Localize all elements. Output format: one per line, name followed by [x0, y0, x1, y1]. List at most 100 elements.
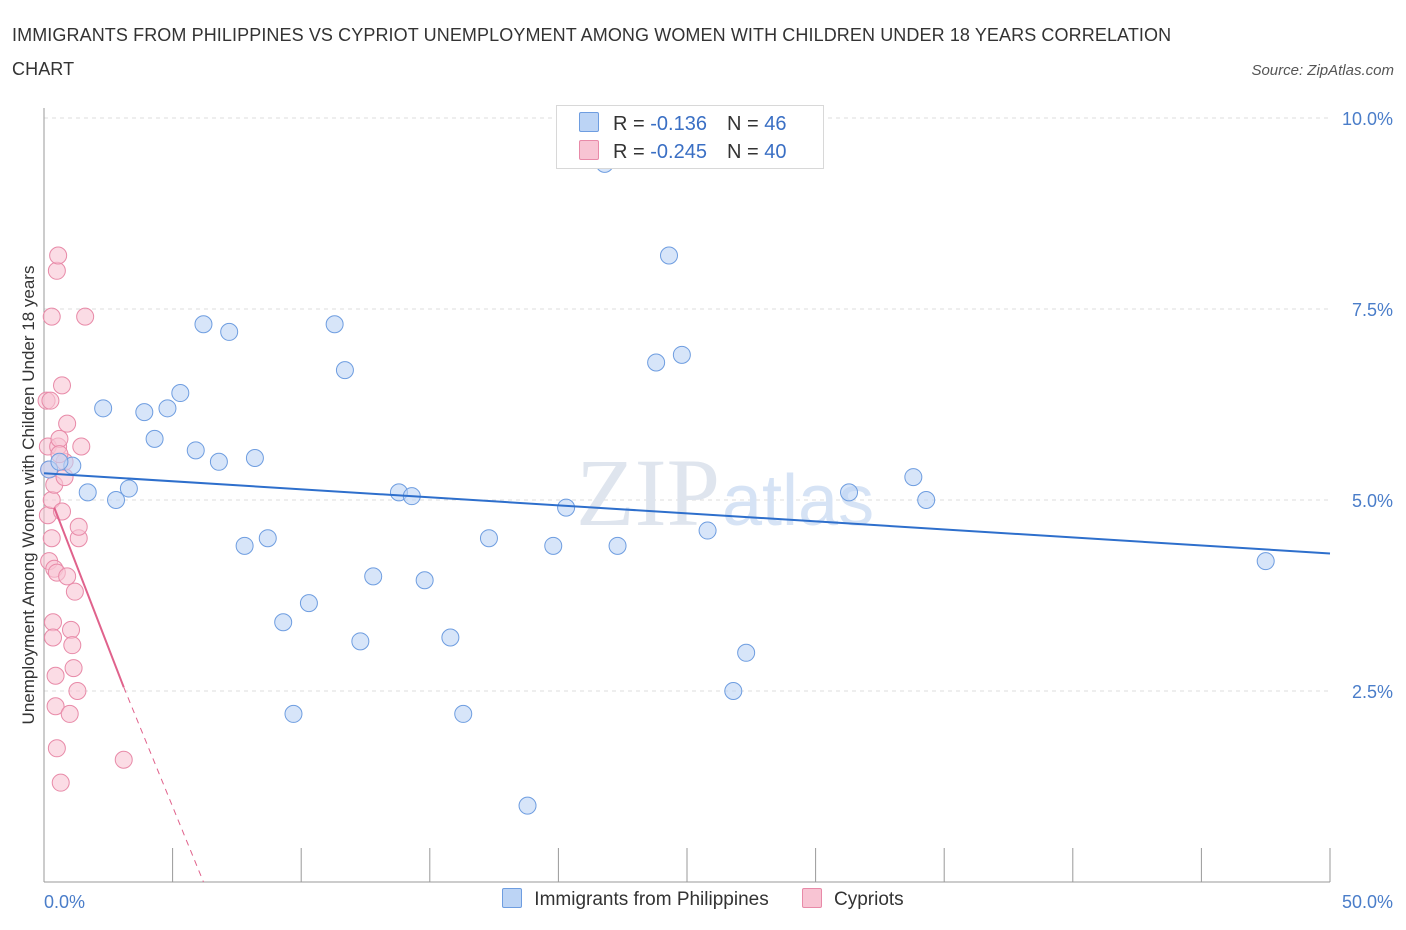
- cypriots-point: [49, 246, 68, 265]
- cypriots-point: [41, 391, 60, 410]
- source-label: Source: ZipAtlas.com: [1251, 62, 1394, 79]
- philippines-point: [518, 796, 537, 815]
- philippines-point: [335, 361, 354, 380]
- series-legend: Immigrants from Philippines Cypriots: [0, 888, 1406, 911]
- philippines-point: [647, 353, 666, 372]
- philippines-point: [235, 536, 254, 555]
- y-tick-label: 2.5%: [1352, 682, 1393, 702]
- philippines-point: [299, 594, 318, 613]
- cypriots-point: [42, 529, 61, 548]
- philippines-point: [158, 399, 177, 418]
- cypriots-point: [42, 307, 61, 326]
- philippines-point: [94, 399, 113, 418]
- philippines-point: [608, 536, 627, 555]
- philippines-point: [351, 632, 370, 651]
- y-tick-label: 5.0%: [1352, 491, 1393, 511]
- legend-r-label: R =: [613, 113, 651, 135]
- cypriots-point: [76, 307, 95, 326]
- philippines-point: [904, 468, 923, 487]
- legend-item-philippines: Immigrants from Philippines: [502, 888, 769, 911]
- cypriots-point: [50, 429, 69, 448]
- philippines-point: [50, 452, 69, 471]
- cypriots-point: [53, 376, 72, 395]
- trend-lines: [43, 472, 1331, 883]
- philippines-point: [454, 704, 473, 723]
- philippines-point: [171, 384, 190, 403]
- philippines-point: [145, 429, 164, 448]
- philippines-point: [917, 491, 936, 509]
- legend-row-cypriots: R = -0.245 N = 40: [579, 140, 786, 166]
- legend-n-value: 40: [764, 141, 787, 163]
- philippines-point: [284, 704, 303, 723]
- cypriots-point: [63, 636, 82, 655]
- philippines-point: [557, 498, 576, 517]
- philippines-point: [659, 246, 678, 265]
- cypriots-trend-extension: [123, 686, 204, 883]
- legend-n-label: N =: [726, 141, 765, 163]
- watermark-zip: ZIP: [576, 439, 720, 546]
- philippines-point: [220, 322, 239, 341]
- cypriots-point: [46, 666, 65, 685]
- philippines-trend-line: [43, 472, 1331, 555]
- cypriots-point: [72, 437, 91, 456]
- legend-item-cypriots: Cypriots: [802, 888, 904, 911]
- grid: [44, 117, 1330, 692]
- legend-label-philippines: Immigrants from Philippines: [534, 889, 769, 910]
- y-tick-label: 10.0%: [1342, 109, 1393, 129]
- philippines-point: [441, 628, 460, 647]
- legend-label-cypriots: Cypriots: [834, 889, 904, 910]
- y-tick-label: 7.5%: [1352, 300, 1393, 320]
- tick-labels: 2.5% 5.0% 7.5% 10.0% 0.0% 50.0%: [44, 109, 1393, 912]
- philippines-point: [1256, 552, 1275, 571]
- cypriots-point: [58, 567, 77, 586]
- cypriots-point: [60, 704, 79, 723]
- cypriots-trend-line: [53, 507, 125, 688]
- philippines-point: [194, 315, 213, 334]
- cypriots-point: [65, 582, 84, 601]
- cypriots-point: [44, 613, 63, 632]
- cypriots-point: [51, 773, 70, 792]
- cypriots-points: [37, 246, 133, 792]
- pink-swatch-icon: [802, 888, 822, 908]
- pink-swatch-icon: [579, 140, 599, 160]
- philippines-point: [544, 536, 563, 555]
- philippines-point: [737, 643, 756, 662]
- philippines-point: [209, 452, 228, 471]
- blue-swatch-icon: [579, 112, 599, 132]
- philippines-point: [840, 483, 859, 502]
- cypriots-point: [47, 261, 66, 280]
- philippines-point: [415, 571, 434, 590]
- philippines-point: [245, 448, 264, 467]
- correlation-legend: R = -0.136 N = 46 R = -0.245 N = 40: [556, 105, 824, 169]
- philippines-point: [119, 479, 138, 498]
- philippines-point: [364, 567, 383, 586]
- legend-r-label: R =: [613, 141, 651, 163]
- philippines-point: [135, 403, 154, 422]
- philippines-point: [479, 529, 498, 548]
- legend-r-value: -0.136: [650, 113, 707, 135]
- philippines-point: [724, 682, 743, 700]
- cypriots-point: [47, 739, 66, 758]
- philippines-point: [107, 491, 126, 509]
- cypriots-point: [58, 414, 77, 433]
- legend-n-label: N =: [726, 113, 765, 135]
- blue-swatch-icon: [502, 888, 523, 908]
- cypriots-point: [64, 659, 83, 678]
- x-tick-label: 50.0%: [1342, 892, 1393, 912]
- legend-r-value: -0.245: [650, 141, 707, 163]
- philippines-point: [672, 345, 691, 364]
- philippines-point: [698, 521, 717, 540]
- axes: [43, 108, 1331, 883]
- cypriots-point: [114, 750, 133, 769]
- x-tick-label: 0.0%: [44, 892, 85, 912]
- cypriots-point: [62, 620, 81, 639]
- cypriots-point: [69, 517, 88, 536]
- philippines-point: [274, 613, 293, 632]
- chart-title: IMMIGRANTS FROM PHILIPPINES VS CYPRIOT U…: [12, 25, 1172, 79]
- cypriots-point: [68, 682, 87, 700]
- legend-n-value: 46: [764, 113, 787, 135]
- cypriots-point: [46, 697, 65, 716]
- philippines-point: [258, 529, 277, 548]
- philippines-point: [78, 483, 97, 502]
- philippines-point: [325, 315, 344, 334]
